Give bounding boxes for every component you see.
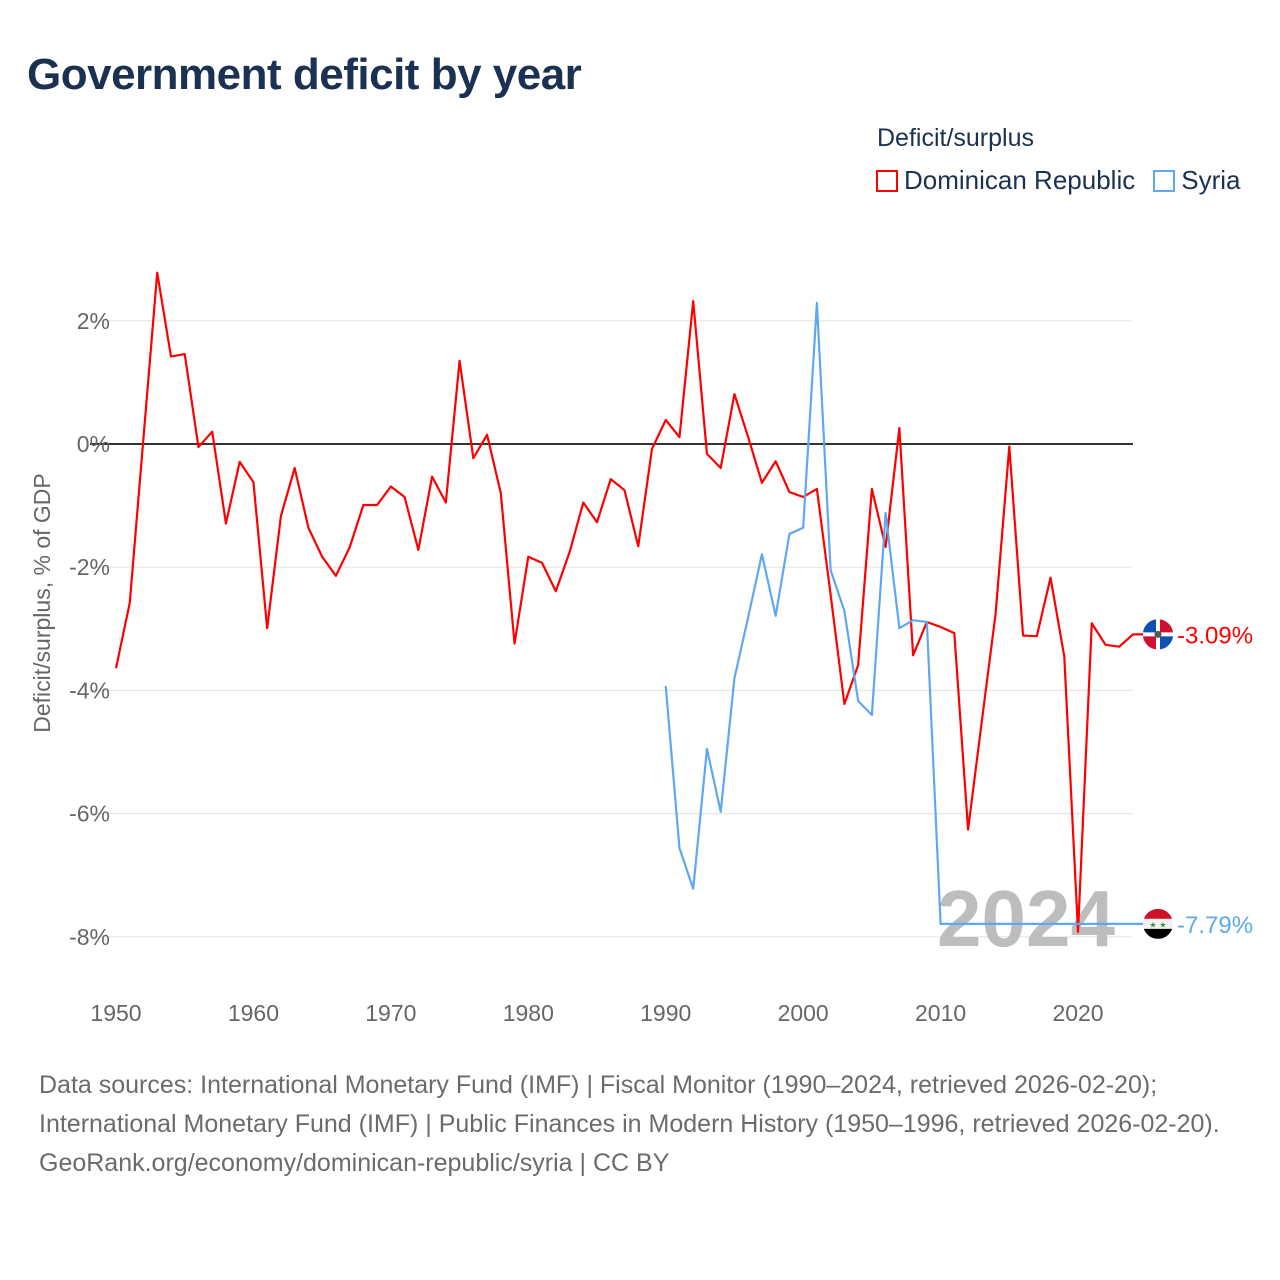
flag-quadrant xyxy=(1160,636,1173,650)
y-tick-label: -2% xyxy=(69,554,110,580)
y-tick-label: 2% xyxy=(77,308,110,334)
flag-quadrant xyxy=(1143,619,1156,633)
flag-stripe-black xyxy=(1143,928,1173,939)
year-watermark: 2024 xyxy=(937,874,1115,963)
x-tick-label: 1980 xyxy=(503,1000,554,1026)
flag-quadrant xyxy=(1160,619,1173,633)
flag-quadrant xyxy=(1143,636,1156,650)
flag-stripe-white xyxy=(1143,918,1173,929)
y-tick-label: -4% xyxy=(69,677,110,703)
x-tick-label: 1990 xyxy=(640,1000,691,1026)
flag-stripe-red xyxy=(1143,908,1173,919)
legend-swatch-dominican-republic xyxy=(876,169,898,192)
series-line-dominican-republic xyxy=(114,271,1145,933)
legend: Dominican Republic Syria xyxy=(876,165,1240,196)
series-line-syria xyxy=(664,301,1145,925)
x-tick-label: 2000 xyxy=(778,1000,829,1026)
legend-title: Deficit/surplus xyxy=(877,124,1034,152)
line-chart: 2% 0% -2% -4% -6% -8% 1950 1960 1970 1980 1990 200… xyxy=(29,271,1253,1026)
license: | CC BY xyxy=(572,1149,670,1177)
source-link[interactable]: GeoRank.org/economy/dominican-republic/s… xyxy=(39,1149,573,1177)
footer: Data sources: International Monetary Fun… xyxy=(39,1066,1239,1183)
flag-emblem xyxy=(1154,630,1162,638)
end-value-label-syria: -7.79% xyxy=(1177,912,1253,939)
flag-stripes: ★ ★ xyxy=(1143,908,1173,939)
x-tick-label: 1960 xyxy=(228,1000,279,1026)
y-axis-ticks: 2% 0% -2% -4% -6% -8% xyxy=(69,308,110,950)
x-tick-label: 1950 xyxy=(90,1000,141,1026)
page-title: Government deficit by year xyxy=(27,50,582,99)
legend-label: Dominican Republic xyxy=(904,165,1136,195)
flag-star: ★ xyxy=(1149,920,1156,929)
data-sources: Data sources: International Monetary Fun… xyxy=(39,1071,1220,1138)
flag-icon-dominican-republic xyxy=(1143,619,1173,650)
legend-item-syria[interactable]: Syria xyxy=(1153,165,1240,196)
legend-swatch-syria xyxy=(1153,169,1176,192)
flag-star: ★ xyxy=(1159,920,1166,929)
legend-label: Syria xyxy=(1181,165,1241,195)
x-tick-label: 1970 xyxy=(365,1000,416,1026)
y-tick-label: 0% xyxy=(77,431,110,457)
y-axis-label: Deficit/surplus, % of GDP xyxy=(29,473,55,732)
flag-icon-syria: ★ ★ xyxy=(1143,908,1173,939)
y-tick-label: -8% xyxy=(69,924,110,950)
x-tick-label: 2010 xyxy=(915,1000,966,1026)
series-lines xyxy=(114,271,1145,933)
gridlines xyxy=(90,320,1133,938)
end-value-label-dominican-republic: -3.09% xyxy=(1177,622,1253,649)
y-tick-label: -6% xyxy=(69,801,110,827)
x-axis-ticks: 1950 1960 1970 1980 1990 2000 2010 2020 xyxy=(90,1000,1103,1026)
legend-item-dominican-republic[interactable]: Dominican Republic xyxy=(876,165,1135,196)
end-labels: -3.09%★ ★ -7.79% xyxy=(1143,619,1253,939)
x-tick-label: 2020 xyxy=(1052,1000,1103,1026)
